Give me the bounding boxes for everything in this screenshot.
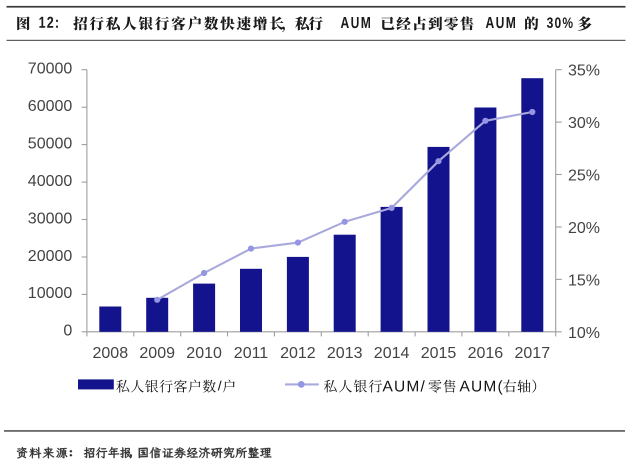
svg-text:30%: 30%	[568, 115, 600, 132]
svg-text:10000: 10000	[28, 285, 73, 302]
svg-text:2011: 2011	[234, 345, 269, 362]
svg-text:50000: 50000	[28, 135, 73, 152]
svg-text:30000: 30000	[28, 210, 73, 227]
svg-text:2012: 2012	[280, 345, 316, 362]
svg-text:2015: 2015	[421, 345, 457, 362]
svg-text:35%: 35%	[568, 63, 600, 80]
svg-text:20000: 20000	[28, 248, 73, 265]
svg-text:25%: 25%	[568, 168, 600, 185]
svg-text:2016: 2016	[468, 345, 504, 362]
svg-text:0: 0	[63, 323, 72, 340]
svg-text:2014: 2014	[374, 345, 410, 362]
svg-text:40000: 40000	[28, 173, 73, 190]
svg-text:60000: 60000	[28, 98, 73, 115]
svg-text:2009: 2009	[139, 345, 175, 362]
svg-text:15%: 15%	[568, 272, 600, 289]
svg-text:2013: 2013	[327, 345, 363, 362]
svg-text:2017: 2017	[515, 345, 551, 362]
svg-text:70000: 70000	[28, 61, 73, 78]
svg-text:2010: 2010	[186, 345, 222, 362]
svg-text:10%: 10%	[568, 325, 600, 342]
svg-text:2008: 2008	[93, 345, 129, 362]
svg-text:20%: 20%	[568, 220, 600, 237]
